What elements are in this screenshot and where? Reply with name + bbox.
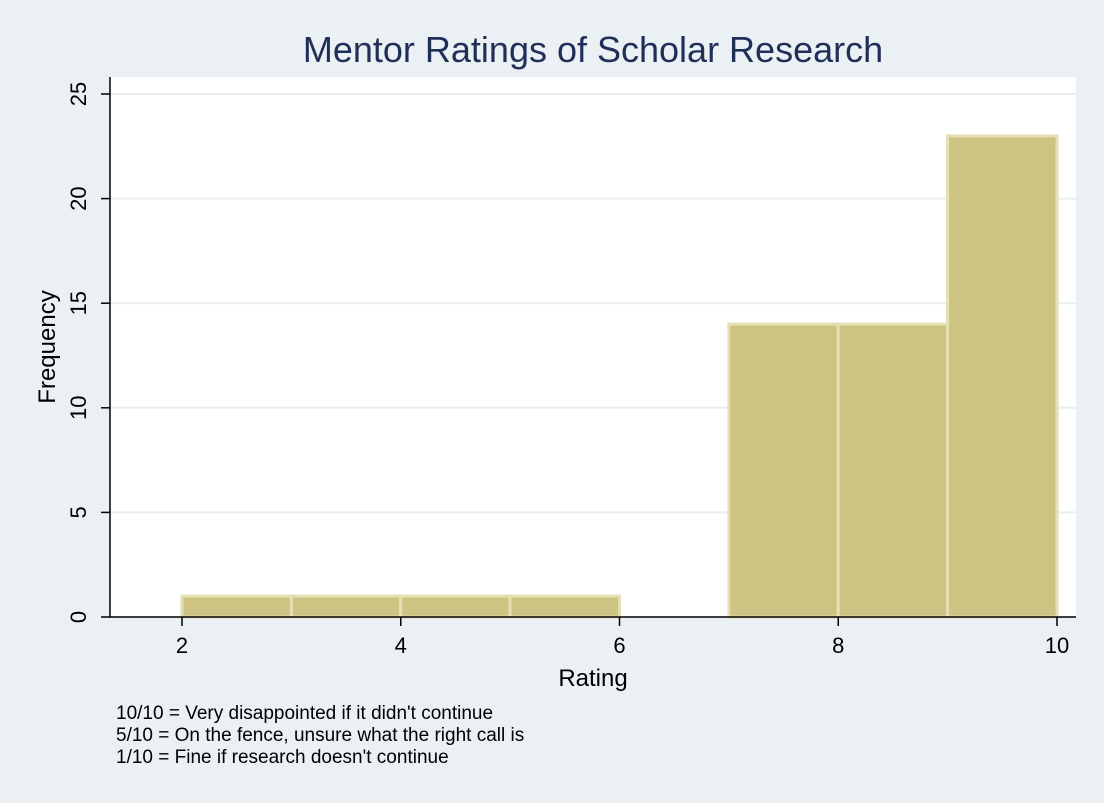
ticks: 0 5 10 15 20 25 2 4 6 8 10: [66, 82, 1069, 658]
note-line: 5/10 = On the fence, unsure what the rig…: [116, 725, 525, 746]
y-tick-label: 0: [66, 611, 91, 623]
y-tick-label: 20: [66, 186, 91, 210]
note-line: 1/10 = Fine if research doesn't continue: [116, 747, 449, 768]
x-tick-label: 2: [176, 633, 188, 658]
x-tick-label: 10: [1045, 633, 1069, 658]
histogram-bars: [180, 134, 1059, 619]
histogram-bar: [836, 322, 950, 619]
histogram-bar: [180, 594, 293, 619]
x-axis-label: Rating: [558, 665, 627, 692]
histogram-bar: [289, 594, 403, 619]
y-tick-label: 25: [66, 82, 91, 106]
y-axis-label: Frequency: [34, 290, 61, 403]
histogram-bar: [508, 594, 621, 619]
histogram-bar: [946, 134, 1059, 619]
x-tick-label: 8: [832, 633, 844, 658]
y-tick-label: 10: [66, 396, 91, 420]
histogram-bar: [727, 322, 840, 619]
chart-title: Mentor Ratings of Scholar Research: [303, 29, 883, 70]
y-tick-label: 5: [66, 506, 91, 518]
chart-notes: 10/10 = Very disappointed if it didn't c…: [116, 703, 524, 769]
x-tick-label: 4: [395, 633, 407, 658]
y-tick-label: 15: [66, 291, 91, 315]
note-line: 10/10 = Very disappointed if it didn't c…: [116, 703, 494, 724]
x-tick-label: 6: [613, 633, 625, 658]
histogram-bar: [399, 594, 512, 619]
axes: [109, 77, 1076, 618]
